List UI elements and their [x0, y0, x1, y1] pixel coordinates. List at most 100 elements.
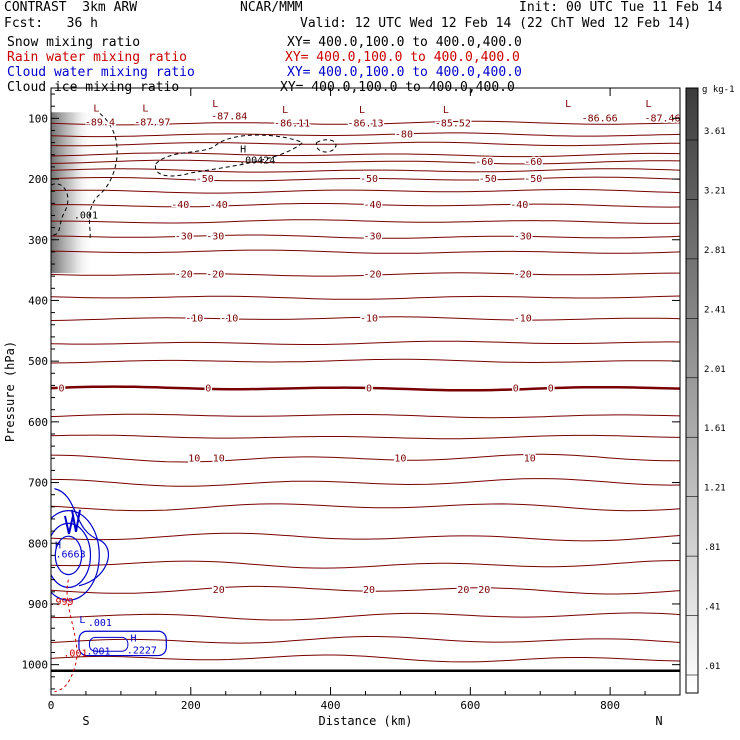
isotherm--10: [51, 316, 680, 321]
isotherm-label: -50: [524, 174, 542, 185]
isotherm-label: 0: [58, 383, 64, 394]
isotherm-line: [51, 612, 680, 621]
snow-shading: [51, 112, 93, 274]
isotherm-line: [51, 152, 680, 158]
isotherm-line: [51, 413, 680, 419]
x-tick-label: 600: [460, 699, 480, 712]
cloud-ice-contour: [51, 183, 69, 236]
cloud-water-label: .6663: [56, 550, 86, 561]
y-tick-label: 700: [28, 477, 48, 490]
minimum-value: -89.4: [85, 117, 115, 128]
isotherm-label: 20: [457, 585, 469, 596]
cloud-water-label: H: [55, 540, 61, 551]
isotherm-line: [51, 636, 680, 644]
isotherm-label: -30: [514, 232, 532, 243]
isotherm-label: -60: [524, 157, 542, 168]
cloud-ice-label: .00424: [239, 156, 275, 167]
isotherm-label: 10: [213, 453, 225, 464]
y-tick-label: 600: [28, 416, 48, 429]
minimum-marker: L: [282, 105, 288, 116]
legend-name-rain: Rain water mixing ratio: [7, 50, 188, 65]
isotherm--60: [51, 159, 680, 165]
colorbar-label: 2.41: [704, 305, 726, 315]
rain-contour: [54, 579, 78, 693]
isotherm-label: -30: [363, 232, 381, 243]
isotherm-label: -20: [363, 269, 381, 280]
isotherm-label: -50: [196, 174, 214, 185]
isotherm-label: -10: [185, 314, 203, 325]
isotherm-label: 10: [524, 453, 536, 464]
colorbar-label: .01: [704, 662, 720, 672]
legend-xy-snow: XY= 400.0,100.0 to 400.0,400.0: [287, 35, 522, 50]
x-tick-label: 200: [181, 699, 201, 712]
x-tick-label: 0: [48, 699, 55, 712]
minimum-value: -86.13: [347, 119, 383, 130]
isotherm-line: [51, 478, 680, 487]
cloud-water-label: .2227: [127, 645, 157, 656]
isotherm-label: -40: [363, 200, 381, 211]
cloud-water-label: L: [79, 615, 85, 626]
isotherm-line: [51, 340, 680, 345]
cloud-water-label: .001: [88, 618, 112, 629]
isotherm-line: [51, 434, 680, 440]
isotherm--20: [51, 272, 680, 277]
forecast-hour: Fcst: 36 h: [4, 16, 98, 31]
model-title: CONTRAST 3km ARW: [4, 0, 138, 15]
isotherm-label: 10: [188, 453, 200, 464]
colorbar-unit: g kg-1: [702, 85, 735, 95]
y-tick-label: 800: [28, 537, 48, 550]
cloud-ice-label: .001: [74, 210, 98, 221]
isotherm-line: [51, 168, 680, 173]
isotherm--50: [51, 176, 680, 182]
isotherm--80: [51, 132, 680, 138]
colorbar-ramp: [685, 87, 699, 694]
minimum-value: -86.11: [274, 119, 310, 130]
valid-time: Valid: 12 UTC Wed 12 Feb 14 (22 ChT Wed …: [300, 16, 692, 31]
isotherm-label: 0: [548, 383, 554, 394]
isotherm-label: 0: [513, 383, 519, 394]
south-label: S: [82, 714, 89, 728]
isotherm-line: [51, 560, 680, 569]
isotherm-line: [51, 295, 680, 300]
minimum-marker: L: [359, 105, 365, 116]
minimum-value: -87.97: [134, 117, 170, 128]
y-tick-label: 500: [28, 355, 48, 368]
minimum-value: -87.46: [644, 114, 680, 125]
isotherm-label: 10: [394, 453, 406, 464]
isotherm-label: -40: [171, 200, 189, 211]
north-label: N: [655, 714, 662, 728]
isotherm-label: 0: [366, 383, 372, 394]
legend-name-snow: Snow mixing ratio: [7, 35, 141, 50]
isotherm-20: [51, 585, 680, 595]
cloud-water-contour: [78, 630, 167, 657]
isotherm-label: -40: [510, 200, 528, 211]
y-tick-label: 100: [28, 112, 48, 125]
colorbar-label: .41: [704, 603, 720, 613]
x-tick-label: 400: [321, 699, 341, 712]
isotherm-label: -20: [175, 269, 193, 280]
x-axis-label: Distance (km): [319, 714, 413, 728]
minimum-marker: L: [443, 105, 449, 116]
isotherm-label: -40: [210, 200, 228, 211]
isotherm-label: -20: [514, 269, 532, 280]
cloud-water-contour: [51, 510, 100, 601]
isotherm-line: [51, 141, 680, 147]
cloud-ice-contour: [316, 139, 337, 153]
isotherm-label: 20: [213, 585, 225, 596]
x-tick-label: 800: [600, 699, 620, 712]
colorbar-label: 3.61: [704, 127, 726, 137]
minimum-value: -86.66: [582, 114, 618, 125]
isotherm-label: 0: [205, 383, 211, 394]
isotherm-0: [51, 385, 680, 392]
cloud-water-contour: [54, 535, 83, 576]
isotherm--30: [51, 234, 680, 239]
init-time: Init: 00 UTC Tue 11 Feb 14: [519, 0, 723, 15]
cloud-water-contour: [51, 522, 92, 588]
isotherm-line: [51, 249, 680, 254]
isotherm-label: -30: [206, 232, 224, 243]
isotherm-label: -30: [175, 232, 193, 243]
cloud-ice-contour: [88, 113, 118, 240]
colorbar-label: 1.21: [704, 484, 726, 494]
colorbar-label: 2.01: [704, 365, 726, 375]
y-axis-label: Pressure (hPa): [3, 341, 17, 442]
